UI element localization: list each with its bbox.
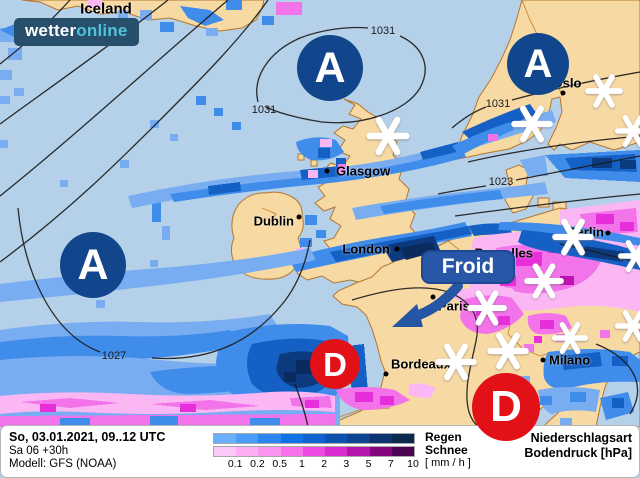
legend-tick: 2 (321, 458, 328, 470)
legend-tick: 0.5 (272, 458, 287, 470)
logo-text-online: online (76, 21, 128, 40)
rain-scale-segment (391, 434, 414, 443)
snowflake-icon (511, 105, 553, 143)
city-dot-oslo (560, 90, 566, 96)
snow-color-scale (213, 446, 415, 457)
legend-tick: 10 (407, 458, 419, 470)
pressure-low-symbol: D (310, 339, 360, 389)
city-label-glasgow: Glasgow (336, 163, 391, 179)
cold-air-callout: Froid (421, 250, 515, 284)
layer-titles: Niederschlagsart Bodendruck [hPa] (524, 431, 632, 461)
isobar-label-1031: 1031 (485, 98, 511, 110)
snowflake-icon (467, 290, 507, 326)
city-dot-berlin (605, 230, 611, 236)
isobar-label-1031: 1031 (251, 104, 277, 116)
city-label-milano: Milano (549, 352, 591, 368)
city-label-iceland: Iceland (80, 0, 132, 18)
city-label-dublin: Dublin (253, 213, 294, 229)
snow-scale-segment (214, 447, 237, 456)
rain-color-scale (213, 433, 415, 444)
snow-scale-segment (258, 447, 281, 456)
city-dot-paris (430, 294, 436, 300)
snow-scale-segment (302, 447, 326, 456)
legend-tick: 5 (365, 458, 372, 470)
model-name: Modell: GFS (NOAA) (9, 458, 117, 470)
isobar-label-1031: 1031 (370, 25, 396, 37)
city-dot-dublin (296, 214, 302, 220)
city-dot-glasgow (324, 168, 330, 174)
rain-scale-segment (236, 434, 259, 443)
snowflake-icon (614, 309, 640, 343)
city-dot-bordeaux (383, 371, 389, 377)
rain-scale-segment (369, 434, 392, 443)
isobar-label-1023: 1023 (488, 176, 514, 188)
snowflake-icon (552, 218, 594, 256)
pressure-high-symbol: A (60, 232, 126, 298)
isobar-label-1027: 1027 (101, 350, 127, 362)
legend-labels: Regen Schnee [ mm / h ] (425, 431, 471, 470)
legend-tick: 7 (387, 458, 394, 470)
snowflake-icon (617, 239, 640, 273)
pressure-high-symbol: A (297, 35, 363, 101)
unit-label: [ mm / h ] (425, 457, 471, 469)
rain-scale-segment (325, 434, 348, 443)
snow-scale-segment (347, 447, 370, 456)
pressure-low-symbol: D (472, 373, 540, 441)
cold-advection-arrow (392, 281, 463, 327)
precipitation-legend: 0.1 0.2 0.5 1 2 3 5 7 10 (213, 426, 419, 477)
run-info: So, 03.01.2021, 09..12 UTC Sa 06 +30h Mo… (9, 430, 165, 470)
rain-label: Regen (425, 430, 462, 444)
city-dot-milano (540, 357, 546, 363)
snow-label: Schnee (425, 443, 468, 457)
snowflake-icon (524, 263, 564, 299)
snow-scale-segment (236, 447, 259, 456)
precip-type-title: Niederschlagsart (530, 431, 632, 445)
rain-scale-segment (302, 434, 326, 443)
rain-scale-segment (280, 434, 303, 443)
isobars (0, 0, 640, 427)
snow-scale-segment (325, 447, 348, 456)
snowflake-icon (551, 321, 589, 355)
rain-scale-segment (258, 434, 281, 443)
run-offset: Sa 06 +30h (9, 445, 69, 457)
city-label-london: London (342, 241, 390, 257)
map-overlays: wetteronline Froid Iceland Glasgow Dublin L… (14, 0, 640, 381)
snow-scale-segment (280, 447, 303, 456)
precipitation (0, 0, 640, 427)
valid-time: So, 03.01.2021, 09..12 UTC (9, 430, 166, 444)
snowflake-icon (366, 116, 410, 156)
legend-tick-values: 0.1 0.2 0.5 1 2 3 5 7 10 (213, 458, 419, 472)
snow-scale-segment (369, 447, 392, 456)
rain-scale-segment (214, 434, 237, 443)
snow-scale-segment (391, 447, 414, 456)
logo-text-wetter: wetter (25, 21, 77, 40)
legend-tick: 1 (298, 458, 305, 470)
rain-scale-segment (347, 434, 370, 443)
city-dot-london (394, 246, 400, 252)
legend-tick: 3 (343, 458, 350, 470)
pressure-title: Bodendruck [hPa] (524, 446, 632, 460)
info-legend-bar: So, 03.01.2021, 09..12 UTC Sa 06 +30h Mo… (0, 425, 640, 478)
snowflake-icon (487, 332, 529, 370)
wetteronline-logo: wetteronline (14, 18, 139, 46)
snowflake-icon (614, 114, 640, 148)
pressure-high-symbol: A (507, 33, 569, 95)
legend-tick: 0.2 (250, 458, 265, 470)
legend-tick: 0.1 (227, 458, 243, 470)
snowflake-icon (585, 74, 623, 108)
snowflake-icon (435, 343, 477, 381)
